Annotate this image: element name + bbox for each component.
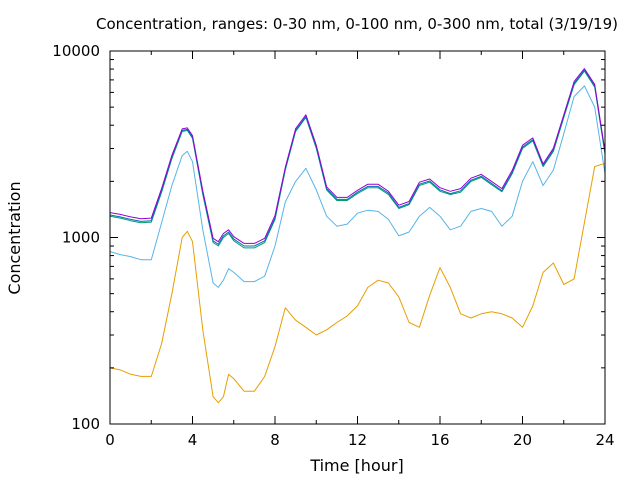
- x-tick-label: 24: [595, 431, 614, 449]
- x-tick-label: 16: [430, 431, 449, 449]
- series-line-4: [109, 69, 606, 247]
- series-line-3: [109, 70, 606, 249]
- x-tick-label: 12: [348, 431, 367, 449]
- x-tick-label: 8: [270, 431, 280, 449]
- y-axis-label: Concentration: [5, 181, 24, 294]
- y-tick-label: 100: [71, 415, 100, 433]
- x-tick-label: 4: [188, 431, 198, 449]
- y-tick-label: 1000: [62, 229, 100, 247]
- x-tick-label: 0: [105, 431, 115, 449]
- series-line-1: [109, 162, 606, 404]
- tick-layer: 0 4 8 12 16 20 24 100 1000 10000: [52, 42, 614, 449]
- series-line-2: [109, 85, 606, 288]
- chart-title: Concentration, ranges: 0-30 nm, 0-100 nm…: [96, 15, 618, 33]
- series-layer: [109, 68, 606, 404]
- x-tick-label: 20: [513, 431, 532, 449]
- x-axis-label: Time [hour]: [309, 456, 403, 475]
- plot-frame: [109, 50, 606, 425]
- series-line-5: [109, 68, 606, 244]
- y-tick-label: 10000: [52, 42, 100, 60]
